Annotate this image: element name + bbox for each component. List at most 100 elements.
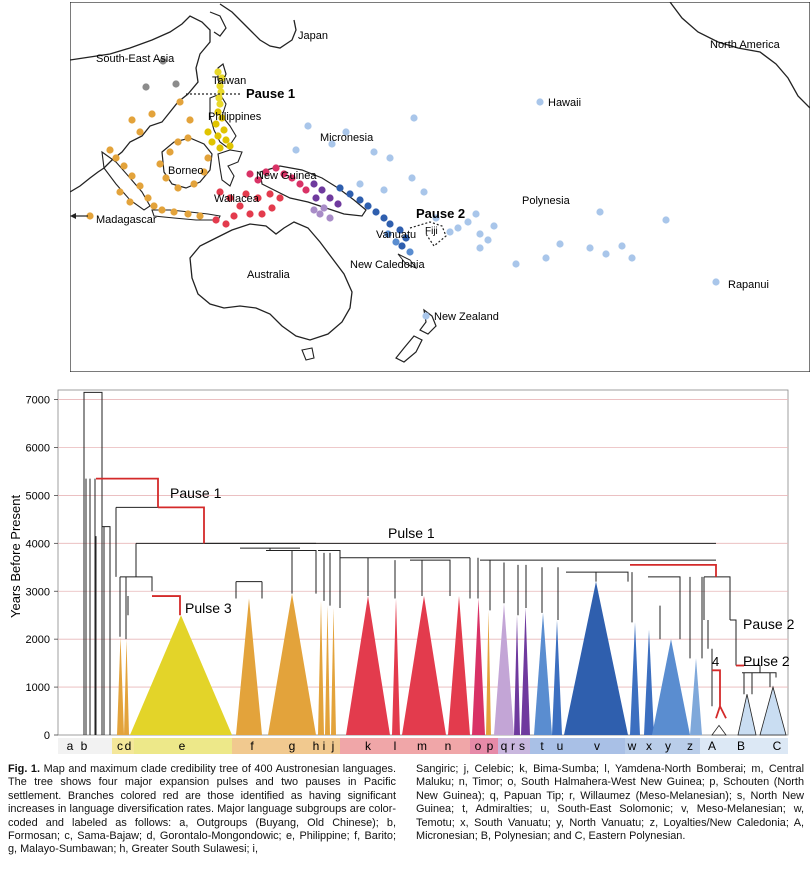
label-madagascar: Madagascar <box>96 214 157 226</box>
language-dot <box>222 220 230 228</box>
language-dot <box>396 226 404 234</box>
tree-branch <box>318 550 341 609</box>
tree-branch <box>469 557 479 599</box>
clade-triangle-y <box>652 639 690 735</box>
language-dot <box>230 212 238 220</box>
subgroup-letter-B: B <box>737 739 745 753</box>
y-tick-label: 0 <box>44 730 50 742</box>
language-dot <box>220 126 228 134</box>
subgroup-letter-t: t <box>540 739 544 753</box>
language-dot <box>310 180 318 188</box>
new-guinea-coast <box>259 165 367 217</box>
language-dot <box>268 204 276 212</box>
language-dot <box>215 94 223 102</box>
sumatra-coast <box>101 150 151 211</box>
label-taiwan: Taiwan <box>212 75 246 87</box>
clade-triangle-m <box>402 596 446 735</box>
language-dot <box>454 224 462 232</box>
language-dot <box>392 238 400 246</box>
language-dot <box>512 260 520 268</box>
language-dot <box>216 188 224 196</box>
new-zealand-coast <box>395 308 437 363</box>
tree-branch <box>525 564 559 620</box>
clade-triangle-o <box>472 598 485 735</box>
language-dot <box>162 174 170 182</box>
language-dot <box>190 180 198 188</box>
rate-shift-branch <box>152 595 181 616</box>
label-japan: Japan <box>298 30 328 42</box>
annot-pause1: Pause 1 <box>170 485 222 501</box>
language-dot <box>320 204 328 212</box>
language-dot <box>174 184 182 192</box>
rate-shift-branches <box>96 477 744 719</box>
annot-4: 4 <box>712 654 719 669</box>
tree-branch <box>119 576 127 640</box>
subgroup-letter-v: v <box>594 739 600 753</box>
tasmania-coast <box>301 347 315 361</box>
language-dot <box>112 154 120 162</box>
language-dot <box>204 154 212 162</box>
language-dot <box>364 202 372 210</box>
subgroup-letter-r: r <box>511 739 515 753</box>
clade-triangle-u <box>552 620 562 735</box>
rate-shift-branch <box>712 669 727 719</box>
language-dot <box>346 190 354 198</box>
tree-branch <box>235 581 263 599</box>
language-dot <box>342 128 350 136</box>
language-dot <box>226 194 234 202</box>
y-tick-label: 7000 <box>26 395 50 407</box>
subgroup-letter-c: c <box>117 739 123 753</box>
language-dot <box>148 110 156 118</box>
y-axis-label: Years Before Present <box>8 495 23 618</box>
language-dot <box>422 312 430 320</box>
tree-branch <box>743 672 771 695</box>
clade-triangle-h <box>318 600 324 735</box>
north-america-coast <box>669 2 810 109</box>
subgroup-band <box>112 738 134 754</box>
clade-triangle-r <box>514 615 520 735</box>
language-dot <box>158 206 166 214</box>
language-dot <box>200 168 208 176</box>
austronesian-map: Japan South-East Asia North America Taiw… <box>70 2 810 372</box>
subgroup-letter-b: b <box>81 739 88 753</box>
language-dot <box>602 250 610 258</box>
language-dot <box>312 194 320 202</box>
language-dot <box>318 186 326 194</box>
language-dot <box>266 190 274 198</box>
language-dot <box>472 210 480 218</box>
language-dot <box>334 200 342 208</box>
language-dot <box>272 164 280 172</box>
language-dot <box>254 194 262 202</box>
language-dot <box>408 174 416 182</box>
language-dot <box>384 230 392 238</box>
tree-branch <box>240 547 317 594</box>
label-wallacea: Wallacea <box>214 193 260 205</box>
language-dot <box>86 212 94 220</box>
subgroup-letter-m: m <box>417 739 427 753</box>
language-dot <box>402 234 410 242</box>
language-dot <box>356 196 364 204</box>
language-dot <box>276 194 284 202</box>
language-dot <box>246 210 254 218</box>
subgroup-letter-p: p <box>487 739 494 753</box>
subgroup-letter-a: a <box>67 739 74 753</box>
language-dot <box>236 202 244 210</box>
language-dot <box>226 142 234 150</box>
language-dot <box>246 170 254 178</box>
tree-branch <box>340 557 470 599</box>
language-dot <box>218 114 226 122</box>
y-axis: 0 1000 2000 3000 4000 5000 6000 7000 <box>26 395 58 742</box>
language-dot <box>150 202 158 210</box>
language-dot <box>116 188 124 196</box>
label-new-caledonia: New Caledonia <box>350 259 425 271</box>
language-dot <box>216 82 224 90</box>
rate-shift-branch <box>96 477 159 508</box>
tree-branch <box>410 559 451 597</box>
new-caledonia-coast <box>397 253 418 270</box>
caption-lead: Fig. 1. <box>8 763 41 775</box>
language-dot <box>336 184 344 192</box>
asia-coast <box>70 15 211 193</box>
subgroup-letter-d: d <box>125 739 132 753</box>
subgroup-band <box>134 738 232 754</box>
